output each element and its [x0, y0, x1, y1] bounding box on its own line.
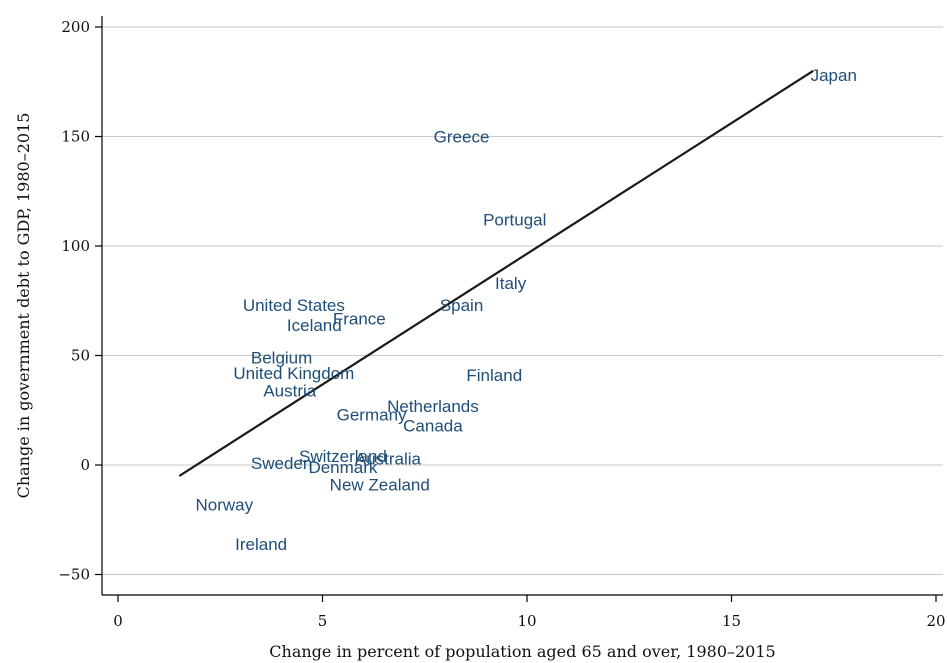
gridlines [102, 26, 943, 575]
y-tick-label: 200 [61, 18, 90, 36]
data-point-label: Italy [495, 274, 527, 293]
y-tick-label: −50 [58, 566, 90, 584]
data-point-label: Germany [337, 406, 407, 425]
data-point-label: Sweden [251, 454, 312, 473]
y-tick-label: 0 [80, 456, 90, 474]
data-point-label: Portugal [483, 211, 546, 230]
y-tick-label: 150 [61, 128, 90, 146]
data-point-label: Switzerland [299, 447, 387, 466]
point-labels: Japan Greece Portugal Italy Spain United Stat… [196, 66, 857, 554]
fit-line [178, 69, 814, 477]
x-tick-label: 20 [926, 612, 945, 630]
y-axis-title: Change in government debt to GDP, 1980–2… [14, 113, 33, 499]
x-axis-title: Change in percent of population aged 65 … [269, 642, 775, 661]
data-point-label: Austria [263, 382, 316, 401]
data-point-label: Greece [434, 128, 490, 147]
x-tick-label: 5 [318, 612, 328, 630]
data-point-label: United Kingdom [233, 364, 354, 383]
data-point-label: Netherlands [387, 397, 479, 416]
data-point-label: Ireland [235, 535, 287, 554]
data-point-label: Japan [811, 66, 857, 85]
y-tick-label: 50 [71, 347, 90, 365]
data-point-label: Denmark [308, 458, 377, 477]
data-point-label: Spain [440, 296, 483, 315]
data-point-label: Norway [196, 495, 254, 514]
data-point-label: New Zealand [330, 476, 430, 495]
axes [101, 16, 943, 596]
y-tick-label: 100 [61, 237, 90, 255]
x-tick-label: 10 [517, 612, 536, 630]
data-point-label: France [333, 309, 386, 328]
x-tick-label: 15 [722, 612, 741, 630]
data-point-label: Iceland [287, 316, 342, 335]
data-point-label: Belgium [251, 349, 312, 368]
ticks: −50 0 50 100 150 200 0 5 10 15 20 [58, 18, 945, 630]
data-point-label: United States [243, 296, 345, 315]
x-tick-label: 0 [113, 612, 123, 630]
data-point-label: Finland [466, 366, 522, 385]
data-point-label: Canada [403, 417, 463, 436]
data-point-label: Australia [355, 449, 422, 468]
fit-line-group [178, 69, 814, 477]
